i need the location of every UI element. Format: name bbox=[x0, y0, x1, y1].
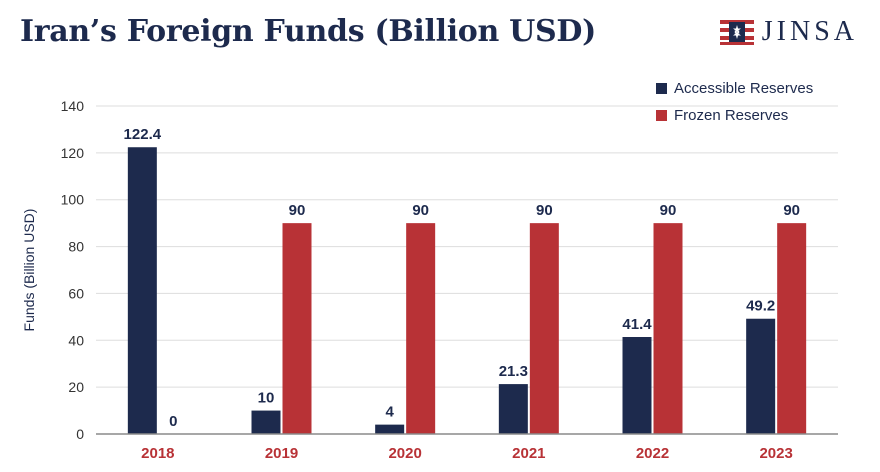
y-axis-title: Funds (Billion USD) bbox=[21, 209, 37, 332]
data-label: 90 bbox=[660, 202, 677, 219]
y-tick-label: 40 bbox=[68, 332, 84, 348]
legend: Accessible Reserves Frozen Reserves bbox=[656, 80, 813, 124]
y-tick-label: 120 bbox=[61, 145, 85, 161]
gridlines bbox=[96, 105, 838, 388]
x-axis: 2018 2019 2020 2021 2022 2023 bbox=[96, 433, 838, 462]
data-label: 4 bbox=[385, 404, 394, 421]
bar-frozen-2022 bbox=[653, 223, 683, 434]
jinsa-logo: JINSA bbox=[719, 16, 858, 48]
bar-accessible-2018 bbox=[127, 147, 157, 434]
y-tick-label: 20 bbox=[68, 379, 84, 395]
bar-accessible-2019 bbox=[251, 410, 281, 434]
y-tick-label: 80 bbox=[68, 239, 84, 255]
bar-accessible-2022 bbox=[622, 337, 652, 434]
bar-accessible-2021 bbox=[498, 384, 528, 434]
bars bbox=[127, 147, 807, 434]
x-tick-label: 2022 bbox=[636, 445, 669, 462]
bar-accessible-2020 bbox=[375, 424, 405, 434]
x-tick-label: 2018 bbox=[141, 445, 174, 462]
logo-text: JINSA bbox=[761, 16, 858, 47]
y-tick-label: 140 bbox=[61, 98, 85, 114]
bar-frozen-2019 bbox=[282, 223, 312, 434]
y-tick-label: 60 bbox=[68, 285, 84, 301]
data-labels: 122.4 0 10 90 4 90 21.3 90 41.4 90 49.2 90 bbox=[124, 126, 800, 430]
data-label: 90 bbox=[289, 202, 306, 219]
data-label: 90 bbox=[536, 202, 553, 219]
data-label: 10 bbox=[258, 390, 275, 407]
x-tick-label: 2019 bbox=[265, 445, 298, 462]
y-tick-label: 0 bbox=[76, 426, 84, 442]
data-label: 90 bbox=[783, 202, 800, 219]
bar-frozen-2020 bbox=[406, 223, 436, 434]
bar-accessible-2023 bbox=[746, 318, 776, 434]
y-axis: 0 20 40 60 80 100 120 140 bbox=[61, 98, 85, 442]
data-label: 41.4 bbox=[622, 316, 652, 333]
data-label: 122.4 bbox=[124, 126, 162, 143]
x-tick-label: 2020 bbox=[388, 445, 421, 462]
legend-label: Frozen Reserves bbox=[674, 107, 788, 124]
flag-star-icon bbox=[719, 20, 754, 45]
page-title: Iran’s Foreign Funds (Billion USD) bbox=[20, 14, 597, 49]
data-label: 90 bbox=[412, 202, 429, 219]
x-tick-label: 2023 bbox=[759, 445, 792, 462]
data-label: 21.3 bbox=[499, 363, 528, 380]
bar-frozen-2023 bbox=[777, 223, 807, 434]
bar-frozen-2021 bbox=[529, 223, 559, 434]
legend-swatch bbox=[656, 110, 667, 121]
legend-label: Accessible Reserves bbox=[674, 80, 813, 97]
data-label: 49.2 bbox=[746, 298, 775, 315]
data-label: 0 bbox=[169, 413, 177, 430]
x-tick-label: 2021 bbox=[512, 445, 545, 462]
legend-swatch bbox=[656, 83, 667, 94]
y-tick-label: 100 bbox=[61, 192, 85, 208]
